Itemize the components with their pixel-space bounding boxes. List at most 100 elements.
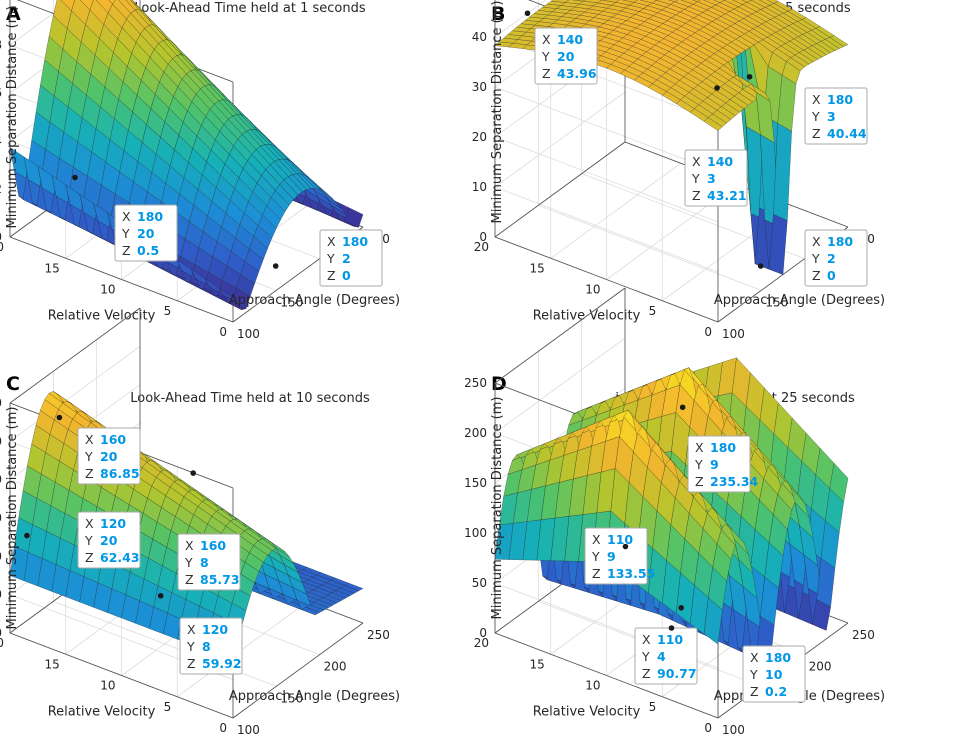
x-tick-label: 200 — [809, 660, 832, 674]
x-axis-label: Approach Angle (Degrees) — [714, 293, 885, 308]
datatip[interactable]: X 160 Y 8Z 85.73 — [177, 470, 241, 591]
datatip-box — [584, 527, 648, 585]
z-tick-label: 200 — [464, 426, 487, 440]
datatip-key: Y — [186, 639, 195, 654]
datatip[interactable]: X 180 Y 3Z 40.44 — [746, 73, 868, 145]
datatip-key: Y — [749, 667, 758, 682]
y-tick-label: 0 — [219, 721, 227, 735]
datatip-marker[interactable] — [714, 85, 720, 91]
datatip-y-value: 3 — [707, 171, 716, 186]
datatip-key: Z — [642, 666, 651, 681]
y-tick-label: 5 — [164, 304, 172, 318]
y-axis-label: Relative Velocity — [533, 705, 641, 720]
z-tick-label: 20 — [472, 130, 487, 144]
datatip-x-value: 180 — [137, 209, 163, 224]
datatip-key: Y — [641, 649, 650, 664]
datatip-key: X — [695, 440, 704, 455]
y-tick-label: 5 — [649, 700, 657, 714]
datatip-key: X — [187, 622, 196, 637]
datatip-x-value: 180 — [827, 234, 853, 249]
datatip-x-value: 160 — [200, 538, 226, 553]
z-tick-label: 250 — [464, 376, 487, 390]
datatip-x-value: 140 — [557, 32, 583, 47]
datatip-marker[interactable] — [746, 73, 753, 80]
datatip[interactable]: X 120 Y 8Z 59.92 — [157, 592, 243, 675]
datatip-key: Y — [591, 549, 600, 564]
datatip-key: Y — [84, 533, 93, 548]
datatip[interactable]: X 180 Y 10 Z 0.2 — [668, 625, 806, 703]
axis-line — [232, 622, 364, 719]
x-tick-label: 150 — [765, 295, 788, 309]
datatip-box — [114, 204, 178, 262]
surface-patch — [829, 35, 849, 47]
y-tick-label: 20 — [474, 636, 489, 650]
z-axis-label: Minimum Separation Distance (m) — [490, 1, 505, 224]
y-tick-label: 15 — [529, 657, 544, 671]
datatip-box — [179, 617, 243, 675]
datatip-marker[interactable] — [190, 470, 196, 476]
datatip-z-value: 43.96 — [557, 66, 597, 81]
datatip-z-value: 62.43 — [100, 550, 140, 565]
datatip-y-value: 2 — [827, 251, 836, 266]
datatip[interactable]: X 110 Y 4Z 90.77 — [634, 605, 698, 685]
datatip-key: X — [812, 92, 821, 107]
datatip[interactable]: X 120 Y 20 Z 62.43 — [24, 511, 141, 569]
datatip-key: Z — [85, 466, 94, 481]
datatip-x-value: 110 — [657, 632, 683, 647]
datatip-marker[interactable] — [157, 592, 164, 599]
datatip[interactable]: X 140 Y 20 Z 43.96 — [524, 10, 598, 85]
y-tick-label: 20 — [474, 240, 489, 254]
y-axis-label: Relative Velocity — [48, 705, 156, 720]
z-tick-label: 30 — [472, 80, 487, 94]
z-tick-label: 6 — [0, 86, 2, 100]
datatip-marker[interactable] — [679, 404, 686, 411]
y-tick-label: 0 — [219, 325, 227, 339]
datatip-marker[interactable] — [757, 263, 764, 269]
datatip-key: Y — [811, 109, 820, 124]
z-tick-label: 150 — [464, 476, 487, 490]
z-tick-label: 10 — [0, 0, 2, 4]
datatip-key: Y — [84, 449, 93, 464]
z-tick-label: 0 — [479, 626, 487, 640]
datatip-z-value: 40.44 — [827, 126, 867, 141]
datatip-key: Z — [750, 684, 759, 699]
datatip[interactable]: X 140 Y 3Z 43.21 — [684, 85, 748, 207]
axis-line — [494, 141, 626, 238]
datatip-marker[interactable] — [668, 625, 675, 631]
z-tick-label: 60 — [0, 549, 2, 563]
z-tick-label: 40 — [0, 626, 2, 640]
datatip[interactable]: X 180 Y 2Z 0 — [757, 229, 868, 287]
datatip-y-value: 10 — [765, 667, 783, 682]
z-axis-label: Minimum Separation Distance (m) — [490, 397, 505, 620]
datatip-x-value: 160 — [100, 432, 126, 447]
datatip-key: Z — [692, 188, 701, 203]
datatip-key: X — [750, 650, 759, 665]
datatip-z-value: 133.55 — [607, 566, 655, 581]
datatip-x-value: 140 — [707, 154, 733, 169]
datatip-x-value: 180 — [765, 650, 791, 665]
datatip[interactable]: X 180 Y 2Z 0 — [272, 229, 383, 287]
datatip-marker[interactable] — [678, 605, 684, 611]
datatip-marker[interactable] — [56, 414, 63, 421]
datatip-key: Z — [695, 474, 704, 489]
z-tick-label: 50 — [472, 576, 487, 590]
datatip[interactable]: X 110 Y 9Z 133.55 — [584, 527, 655, 585]
datatip-key: Y — [326, 251, 335, 266]
datatip-marker[interactable] — [24, 532, 30, 539]
datatip[interactable]: X 180 Y 20 Z 0.5 — [72, 174, 178, 262]
grid-line — [9, 0, 73, 46]
surface-patch — [344, 207, 364, 228]
datatip-marker[interactable] — [524, 10, 531, 17]
chart-title: Look-Ahead Time held at 1 seconds — [134, 1, 365, 16]
datatip-marker[interactable] — [622, 543, 629, 550]
axis-line — [9, 307, 141, 404]
datatip[interactable]: X 160 Y 20 Z 86.85 — [56, 414, 141, 485]
z-axis-label: Minimum Separation Distance (m) — [5, 6, 20, 229]
grid-line — [494, 0, 547, 38]
datatip[interactable]: X 180 Y 9Z 235.34 — [679, 404, 759, 493]
datatip-marker[interactable] — [272, 263, 279, 269]
y-tick-label: 10 — [585, 283, 600, 297]
datatip-key: Y — [184, 555, 193, 570]
datatip-marker[interactable] — [72, 174, 78, 181]
z-tick-label: 10 — [472, 180, 487, 194]
